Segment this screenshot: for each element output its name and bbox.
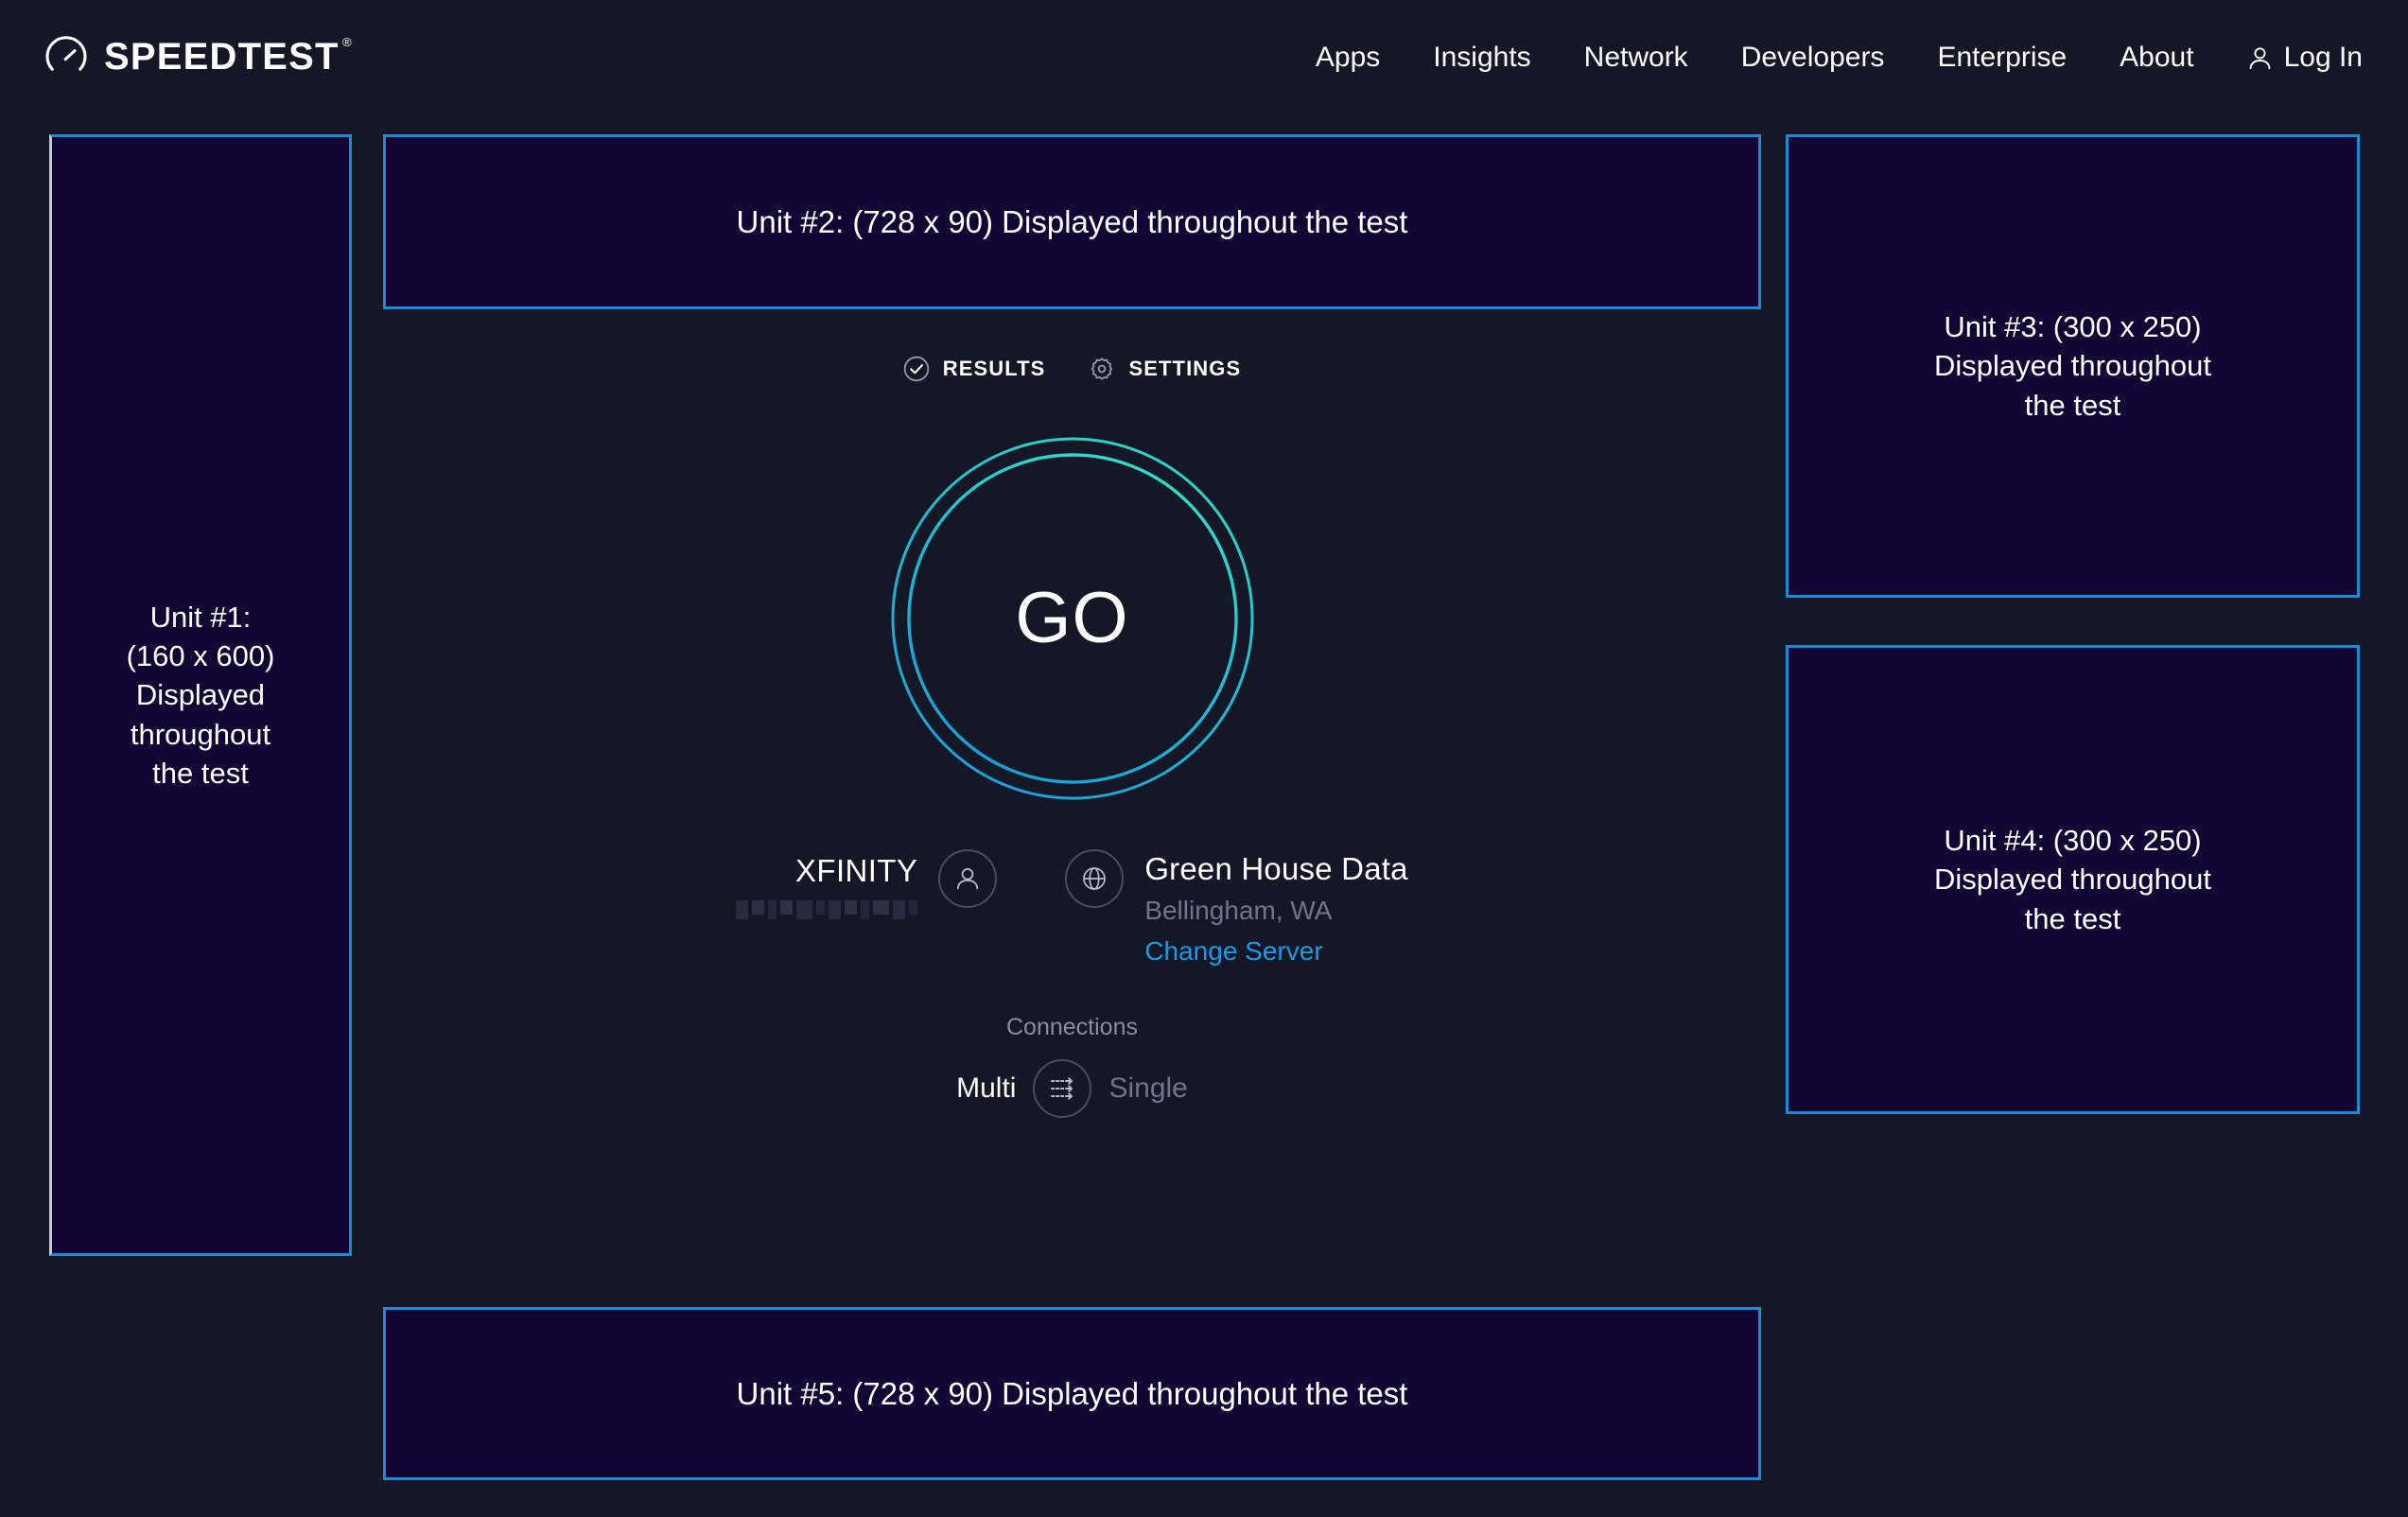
login-button[interactable]: Log In	[2221, 38, 2363, 78]
brand-wordmark: SPEEDTEST ®	[104, 36, 352, 78]
tab-results-label: RESULTS	[942, 357, 1046, 380]
server-block: Green House Data Bellingham, WA Change S…	[1065, 846, 1407, 967]
ad-unit-3[interactable]: Unit #3: (300 x 250) Displayed throughou…	[1786, 134, 2360, 598]
isp-name: XFINITY	[795, 853, 918, 888]
go-button-rings	[891, 437, 1253, 800]
brand-trademark: ®	[342, 35, 352, 49]
connections-single-label[interactable]: Single	[1108, 1072, 1188, 1105]
speedometer-gauge-icon	[45, 36, 87, 78]
connections-section: Connections Multi	[956, 1014, 1188, 1119]
nav-item-about[interactable]: About	[2120, 42, 2194, 73]
login-label: Log In	[2283, 42, 2363, 73]
site-header: SPEEDTEST ® Apps Insights Network Develop…	[0, 0, 2408, 131]
nav-item-network[interactable]: Network	[1583, 42, 1688, 73]
person-icon	[2247, 45, 2273, 71]
three-arrows-icon	[1046, 1072, 1078, 1105]
ad-unit-5[interactable]: Unit #5: (728 x 90) Displayed throughout…	[383, 1307, 1761, 1480]
gear-icon	[1089, 356, 1115, 382]
nav-item-apps[interactable]: Apps	[1315, 42, 1381, 73]
ad-unit-4-text: Unit #4: (300 x 250) Displayed throughou…	[1934, 824, 2211, 935]
person-circle-icon[interactable]	[938, 849, 998, 908]
connections-label: Connections	[1006, 1014, 1138, 1041]
ad-unit-1[interactable]: Unit #1: (160 x 600) Displayed throughou…	[49, 134, 352, 1256]
isp-text: XFINITY	[736, 849, 918, 921]
nav-item-enterprise[interactable]: Enterprise	[1937, 42, 2068, 73]
go-button[interactable]: GO	[888, 434, 1257, 803]
ad-unit-3-text: Unit #3: (300 x 250) Displayed throughou…	[1934, 310, 2211, 422]
isp-block: XFINITY	[736, 846, 998, 921]
ad-unit-5-text: Unit #5: (728 x 90) Displayed throughout…	[736, 1375, 1408, 1411]
speedtest-main-panel: RESULTS SETTINGS	[383, 309, 1761, 1307]
ad-unit-2-text: Unit #2: (728 x 90) Displayed throughout…	[736, 203, 1408, 239]
ad-unit-4[interactable]: Unit #4: (300 x 250) Displayed throughou…	[1786, 645, 2360, 1114]
check-circle-icon	[903, 356, 930, 382]
connections-multi-label[interactable]: Multi	[956, 1072, 1017, 1105]
connections-switch[interactable]	[1033, 1059, 1092, 1119]
ad-unit-2[interactable]: Unit #2: (728 x 90) Displayed throughout…	[383, 134, 1761, 309]
go-button-label: GO	[1015, 578, 1129, 658]
tab-settings-label: SETTINGS	[1128, 357, 1242, 380]
globe-circle-icon[interactable]	[1065, 849, 1125, 908]
nav-item-developers[interactable]: Developers	[1740, 42, 1885, 73]
isp-ip-redacted	[736, 899, 918, 921]
server-name: Green House Data	[1144, 851, 1408, 886]
connections-toggle: Multi	[956, 1059, 1188, 1119]
tab-bar: RESULTS SETTINGS	[903, 356, 1242, 382]
server-location: Bellingham, WA	[1144, 895, 1333, 925]
connection-info-row: XFINITY	[383, 846, 1761, 967]
main-navigation: Apps Insights Network Developers Enterpr…	[1289, 38, 2363, 78]
speedtest-logo[interactable]: SPEEDTEST ®	[45, 36, 352, 78]
tab-settings[interactable]: SETTINGS	[1089, 356, 1241, 382]
change-server-link[interactable]: Change Server	[1144, 936, 1323, 967]
brand-name: SPEEDTEST	[104, 36, 340, 78]
nav-item-insights[interactable]: Insights	[1433, 42, 1531, 73]
ad-unit-1-text: Unit #1: (160 x 600) Displayed throughou…	[126, 600, 275, 790]
server-text: Green House Data Bellingham, WA Change S…	[1144, 849, 1407, 967]
tab-results[interactable]: RESULTS	[903, 356, 1046, 382]
